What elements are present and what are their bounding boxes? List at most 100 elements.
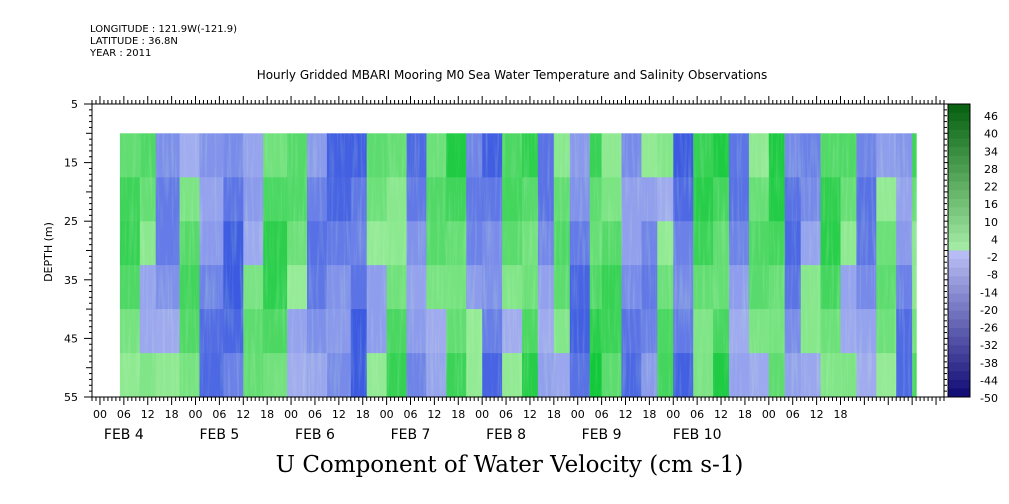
colorbar-swatch (948, 310, 970, 320)
x-tick-label: 12 (427, 408, 441, 421)
x-tick-label: 12 (810, 408, 824, 421)
colorbar-swatch (948, 302, 970, 312)
colorbar-swatch (948, 336, 970, 346)
heatmap-texture (119, 133, 917, 398)
colorbar-label: -32 (980, 339, 998, 352)
x-tick-label: 12 (236, 408, 250, 421)
colorbar-label: -8 (987, 269, 998, 282)
y-tick-label: 15 (64, 157, 78, 170)
colorbar-label: 22 (984, 181, 998, 194)
x-tick-label: 18 (356, 408, 370, 421)
x-axis: 00 06 12 18 00 06 12 18 00 06 12 18 00 06 12 18 00 06 12 18… (91, 96, 945, 443)
colorbar-swatch (948, 172, 970, 182)
x-day-label: FEB 9 (582, 427, 622, 443)
x-tick-label: 18 (547, 408, 561, 421)
y-tick-label: 25 (64, 215, 78, 228)
x-tick-label: 06 (786, 408, 800, 421)
x-tick-label: 18 (833, 408, 847, 421)
colorbar-swatch (948, 276, 970, 286)
x-tick-label: 00 (666, 408, 680, 421)
y-tick-label: 45 (64, 332, 78, 345)
latitude-label: LATITUDE : 36.8N (90, 36, 178, 47)
colorbar-swatch (948, 293, 970, 303)
x-tick-label: 12 (714, 408, 728, 421)
x-tick-label: 12 (141, 408, 155, 421)
x-tick-label: 00 (189, 408, 203, 421)
x-tick-label: 18 (165, 408, 179, 421)
x-day-label: FEB 8 (486, 427, 526, 443)
colorbar-label: -20 (980, 304, 998, 317)
x-tick-label: 00 (762, 408, 776, 421)
colorbar-swatch (948, 138, 970, 148)
colorbar-label: 28 (984, 163, 998, 176)
colorbar-label: 10 (984, 216, 998, 229)
x-tick-label: 12 (618, 408, 632, 421)
colorbar-swatch (948, 319, 970, 329)
x-tick-label: 18 (738, 408, 752, 421)
colorbar-swatch (948, 362, 970, 372)
colorbar-swatch (948, 216, 970, 226)
colorbar-label: -44 (980, 374, 998, 387)
colorbar-swatch (948, 353, 970, 363)
colorbar-swatch (948, 155, 970, 165)
x-tick-label: 06 (499, 408, 513, 421)
colorbar-swatch (948, 104, 970, 114)
x-tick-label: 00 (475, 408, 489, 421)
x-tick-label: 00 (93, 408, 107, 421)
x-tick-label: 06 (595, 408, 609, 421)
colorbar: 46 40 34 28 22 16 10 4 -2 -8 -14 -20 -26 -32 -38 -44 -50 (947, 103, 998, 405)
x-tick-label: 00 (571, 408, 585, 421)
x-tick-label: 18 (642, 408, 656, 421)
x-day-label: FEB 6 (295, 427, 335, 443)
x-tick-label: 06 (690, 408, 704, 421)
x-tick-label: 18 (451, 408, 465, 421)
colorbar-swatch (948, 345, 970, 355)
x-tick-label: 00 (380, 408, 394, 421)
y-tick-label: 5 (71, 98, 78, 111)
colorbar-swatch (948, 241, 970, 251)
metadata-block: LONGITUDE : 121.9W(-121.9) LATITUDE : 36… (90, 24, 237, 60)
x-tick-label: 12 (332, 408, 346, 421)
colorbar-label: 16 (984, 198, 998, 211)
x-tick-label: 12 (523, 408, 537, 421)
colorbar-swatch (948, 121, 970, 131)
colorbar-swatch (948, 379, 970, 389)
colorbar-label: -38 (980, 357, 998, 370)
colorbar-swatch (948, 198, 970, 208)
y-axis: 5 15 25 35 45 55 (64, 98, 952, 404)
x-tick-label: 06 (404, 408, 418, 421)
x-tick-label: 06 (212, 408, 226, 421)
colorbar-swatch (948, 250, 970, 260)
x-tick-label: 06 (308, 408, 322, 421)
colorbar-label: 34 (984, 145, 998, 158)
colorbar-swatch (948, 285, 970, 295)
chart-title: Hourly Gridded MBARI Mooring M0 Sea Wate… (256, 68, 768, 82)
colorbar-label: 4 (991, 233, 998, 246)
colorbar-label: 40 (984, 128, 998, 141)
colorbar-swatch (948, 129, 970, 139)
colorbar-swatch (948, 224, 970, 234)
colorbar-swatch (948, 190, 970, 200)
x-tick-label: 18 (260, 408, 274, 421)
x-day-label: FEB 7 (391, 427, 431, 443)
colorbar-swatch (948, 207, 970, 217)
y-tick-label: 35 (64, 274, 78, 287)
colorbar-swatch (948, 259, 970, 269)
colorbar-label: -50 (980, 392, 998, 405)
x-tick-label: 00 (284, 408, 298, 421)
colorbar-swatch (948, 233, 970, 243)
colorbar-swatch (948, 147, 970, 157)
y-axis-label: DEPTH (m) (42, 222, 55, 282)
colorbar-swatch (948, 164, 970, 174)
longitude-label: LONGITUDE : 121.9W(-121.9) (90, 24, 237, 35)
x-axis-title: U Component of Water Velocity (cm s-1) (275, 452, 744, 478)
colorbar-swatch (948, 112, 970, 122)
colorbar-label: -14 (980, 286, 998, 299)
colorbar-swatch (948, 388, 970, 398)
colorbar-swatch (948, 371, 970, 381)
year-label: YEAR : 2011 (90, 48, 152, 59)
colorbar-swatch (948, 328, 970, 338)
x-day-label: FEB 5 (199, 427, 239, 443)
x-day-label: FEB 4 (104, 427, 144, 443)
